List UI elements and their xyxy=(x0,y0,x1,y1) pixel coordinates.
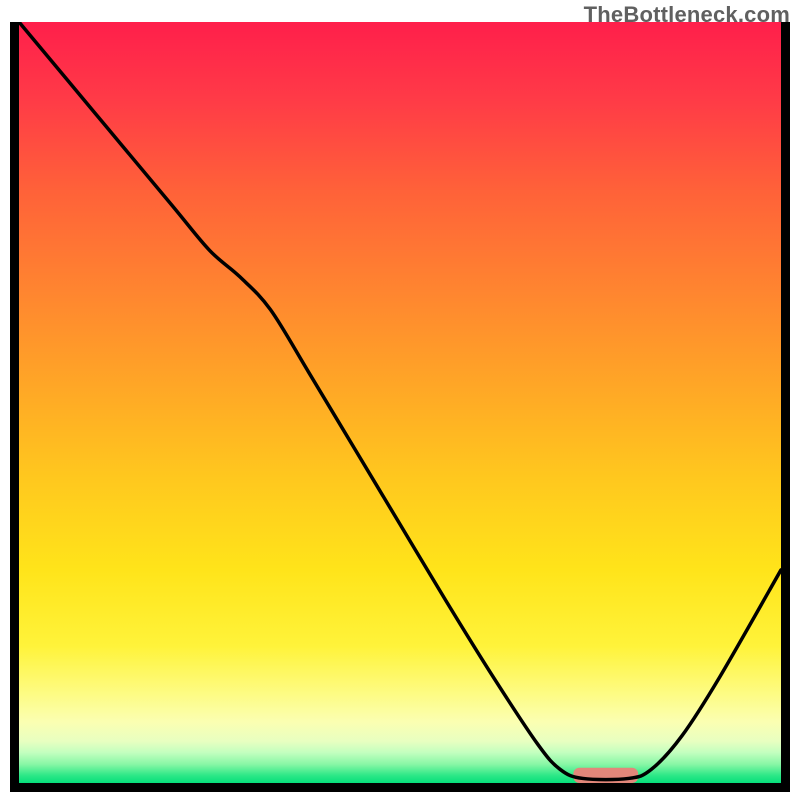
chart-container: TheBottleneck.com xyxy=(0,0,800,800)
chart-overlay-svg xyxy=(19,22,781,783)
plot-area xyxy=(19,22,781,783)
frame-border-right xyxy=(781,22,790,792)
frame-border-left xyxy=(10,22,19,792)
bottleneck-curve xyxy=(19,22,781,780)
chart-frame xyxy=(10,22,790,792)
frame-border-bottom xyxy=(10,783,790,792)
